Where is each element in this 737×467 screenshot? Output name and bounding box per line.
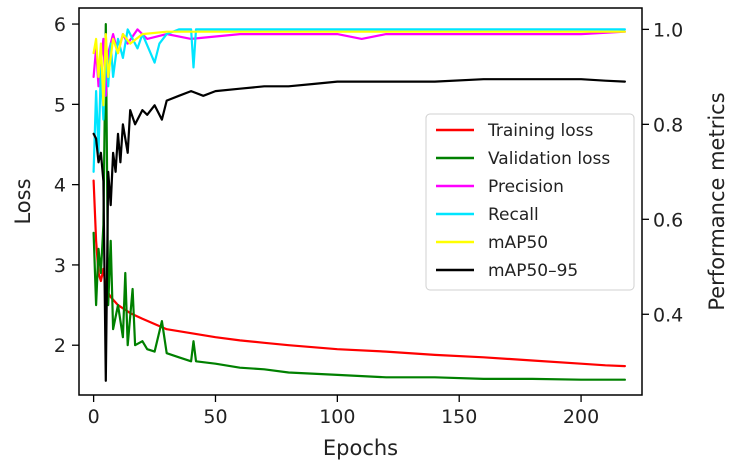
y-right-axis-label: Performance metrics xyxy=(705,92,729,310)
legend-label: mAP50–95 xyxy=(488,261,578,281)
x-tick-label: 200 xyxy=(563,406,599,428)
legend-label: mAP50 xyxy=(488,233,548,253)
y-right-tick-label: 0.8 xyxy=(653,114,683,136)
legend-label: Recall xyxy=(488,205,539,225)
legend-label: Precision xyxy=(488,177,564,197)
y-left-tick-label: 4 xyxy=(54,175,66,197)
x-tick-label: 100 xyxy=(319,406,355,428)
x-axis-label: Epochs xyxy=(323,436,398,460)
x-tick-label: 50 xyxy=(203,406,227,428)
x-tick-label: 150 xyxy=(441,406,477,428)
x-tick-label: 0 xyxy=(88,406,100,428)
y-left-tick-label: 3 xyxy=(54,255,66,277)
y-left-tick-label: 5 xyxy=(54,94,66,116)
y-left-tick-label: 2 xyxy=(54,335,66,357)
y-right-tick-label: 1.0 xyxy=(653,19,683,41)
legend-label: Training loss xyxy=(487,121,593,141)
series-line-map50 xyxy=(92,30,627,107)
y-left-tick-label: 6 xyxy=(54,14,66,36)
series-line-recall xyxy=(92,28,627,173)
legend-label: Validation loss xyxy=(488,149,610,169)
y-right-tick-label: 0.4 xyxy=(653,304,683,326)
series-line-precision xyxy=(92,28,627,97)
series-line-map50-95 xyxy=(92,78,627,382)
plot-frame xyxy=(78,7,643,396)
series-line-training-loss xyxy=(92,179,627,368)
plot-series-group xyxy=(92,23,627,382)
y-right-tick-label: 0.6 xyxy=(653,209,683,231)
y-left-axis-label: Loss xyxy=(11,178,35,224)
legend-box xyxy=(425,113,635,291)
